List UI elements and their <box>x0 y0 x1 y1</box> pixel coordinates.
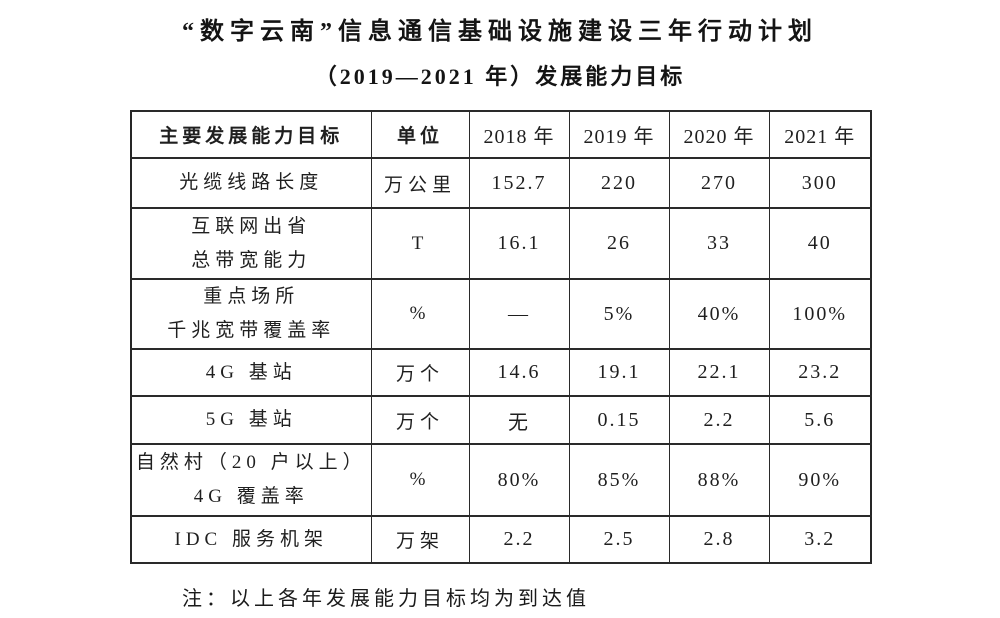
column-header-2020: 2020 年 <box>668 110 770 159</box>
table-row: 互联网出省 总带宽能力 T 16.1 26 33 40 <box>130 207 872 280</box>
page-title: “数字云南”信息通信基础设施建设三年行动计划 <box>182 19 818 45</box>
indicator-cell: 4G 基站 <box>130 348 372 397</box>
value-cell: 5.6 <box>768 395 872 445</box>
value-cell: 2.5 <box>568 515 670 564</box>
table-row: 5G 基站 万个无 0.15 2.2 5.6 <box>130 395 872 445</box>
value-cell: 88% <box>668 443 770 517</box>
unit-cell: % <box>370 443 470 517</box>
value-cell: 90% <box>768 443 872 517</box>
value-cell: 2.8 <box>668 515 770 564</box>
column-header-2019: 2019 年 <box>568 110 670 159</box>
indicator-cell: 互联网出省 总带宽能力 <box>130 207 372 280</box>
value-cell: 220 <box>568 157 670 209</box>
value-cell: 16.1 <box>468 207 570 280</box>
capability-targets-table: 主要发展能力目标 单位 2018 年 2019 年 2020 年 2021 年 … <box>130 110 872 564</box>
value-cell: — <box>468 278 570 350</box>
value-cell: 5% <box>568 278 670 350</box>
value-cell: 80% <box>468 443 570 517</box>
column-header-unit: 单位 <box>370 110 470 159</box>
value-cell: 22.1 <box>668 348 770 397</box>
table-row: 4G 基站 万个 14.6 19.1 22.1 23.2 <box>130 348 872 397</box>
value-cell: 14.6 <box>468 348 570 397</box>
value-cell: 2.2 <box>668 395 770 445</box>
value-cell: 19.1 <box>568 348 670 397</box>
value-cell: 270 <box>668 157 770 209</box>
unit-cell: 万个 <box>370 395 470 445</box>
value-cell: 100% <box>768 278 872 350</box>
value-cell: 3.2 <box>768 515 872 564</box>
table-header: 主要发展能力目标 单位 2018 年 2019 年 2020 年 2021 年 <box>130 110 872 159</box>
unit-cell: 万个 <box>370 348 470 397</box>
value-cell: 85% <box>568 443 670 517</box>
value-cell: 2.2 <box>468 515 570 564</box>
indicator-cell: 5G 基站 <box>130 395 372 445</box>
unit-cell: 万公里 <box>370 157 470 209</box>
value-cell: 0.15 <box>568 395 670 445</box>
indicator-cell: 重点场所 千兆宽带覆盖率 <box>130 278 372 350</box>
value-cell: 300 <box>768 157 872 209</box>
value-cell: 23.2 <box>768 348 872 397</box>
table-body: 光缆线路长度 万公里 152.7 220 270 300 互联网出省 总带宽能力 T 16.1 2… <box>130 157 872 564</box>
column-header-2018: 2018 年 <box>468 110 570 159</box>
indicator-cell: 光缆线路长度 <box>130 157 372 209</box>
value-cell: 152.7 <box>468 157 570 209</box>
unit-cell: % <box>370 278 470 350</box>
table-row: 光缆线路长度 万公里 152.7 220 270 300 <box>130 157 872 209</box>
value-cell: 33 <box>668 207 770 280</box>
column-header-2021: 2021 年 <box>768 110 872 159</box>
header-row: 主要发展能力目标 单位 2018 年 2019 年 2020 年 2021 年 <box>130 110 872 159</box>
unit-cell: 万架 <box>370 515 470 564</box>
indicator-cell: 自然村（20 户以上） 4G 覆盖率 <box>130 443 372 517</box>
value-cell: 40 <box>768 207 872 280</box>
table-row: IDC 服务机架 万架 2.2 2.5 2.8 3.2 <box>130 515 872 564</box>
value-cell: 26 <box>568 207 670 280</box>
unit-cell: T <box>370 207 470 280</box>
column-header-indicator: 主要发展能力目标 <box>130 110 372 159</box>
table-row: 重点场所 千兆宽带覆盖率% —5% 40% 100% <box>130 278 872 350</box>
value-cell: 40% <box>668 278 770 350</box>
indicator-cell: IDC 服务机架 <box>130 515 372 564</box>
page-subtitle: （2019—2021 年）发展能力目标 <box>314 64 686 89</box>
table-row: 自然村（20 户以上） 4G 覆盖率% 80% 85% 88% 90% <box>130 443 872 517</box>
value-cell: 无 <box>468 395 570 445</box>
footnote: 注：以上各年发展能力目标均为到达值 <box>182 588 590 610</box>
